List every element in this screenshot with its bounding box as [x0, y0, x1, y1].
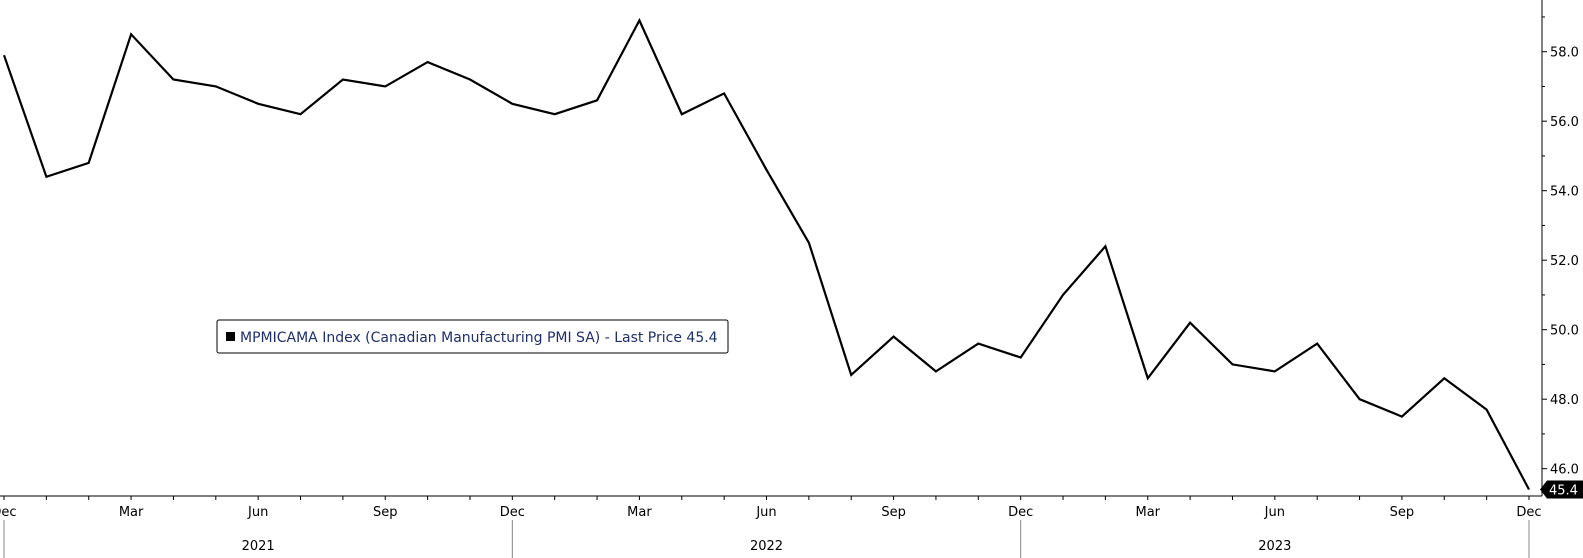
- y-tick-label: 52.0: [1550, 254, 1579, 269]
- x-tick-label: Sep: [373, 505, 398, 520]
- legend-swatch: [226, 332, 235, 341]
- x-tick-label: Sep: [1390, 505, 1415, 520]
- x-tick-label: Dec: [1008, 505, 1033, 520]
- y-tick-label: 50.0: [1550, 324, 1579, 339]
- x-tick-label: Sep: [881, 505, 906, 520]
- series-line: [2, 17, 1530, 491]
- y-tick-label: 58.0: [1550, 46, 1579, 61]
- year-label: 2022: [750, 539, 783, 554]
- x-tick-label: Dec: [500, 505, 525, 520]
- year-label: 2021: [242, 539, 275, 554]
- x-tick-label: Dec: [1516, 505, 1541, 520]
- last-value-label: 45.4: [1549, 484, 1578, 499]
- last-value-badge: [1540, 480, 1583, 499]
- x-tick-label: Mar: [1135, 505, 1160, 520]
- year-label: 2023: [1258, 539, 1291, 554]
- y-tick-label: 54.0: [1550, 185, 1579, 200]
- legend-label: MPMICAMA Index (Canadian Manufacturing P…: [240, 330, 718, 346]
- last-value-marker: 45.4: [1540, 480, 1583, 499]
- x-tick-label: Jun: [1264, 505, 1285, 520]
- x-tick-label: Jun: [247, 505, 268, 520]
- x-tick-label: Mar: [627, 505, 652, 520]
- x-tick-label: Mar: [119, 505, 144, 520]
- y-tick-label: 48.0: [1550, 393, 1579, 408]
- y-tick-label: 46.0: [1550, 463, 1579, 478]
- x-tick-label: Dec: [0, 505, 17, 520]
- legend-box: [216, 319, 729, 354]
- y-tick-label: 56.0: [1550, 115, 1579, 130]
- x-tick-label: Jun: [755, 505, 776, 520]
- series-layer: [2, 17, 1530, 491]
- legend: MPMICAMA Index (Canadian Manufacturing P…: [216, 319, 729, 354]
